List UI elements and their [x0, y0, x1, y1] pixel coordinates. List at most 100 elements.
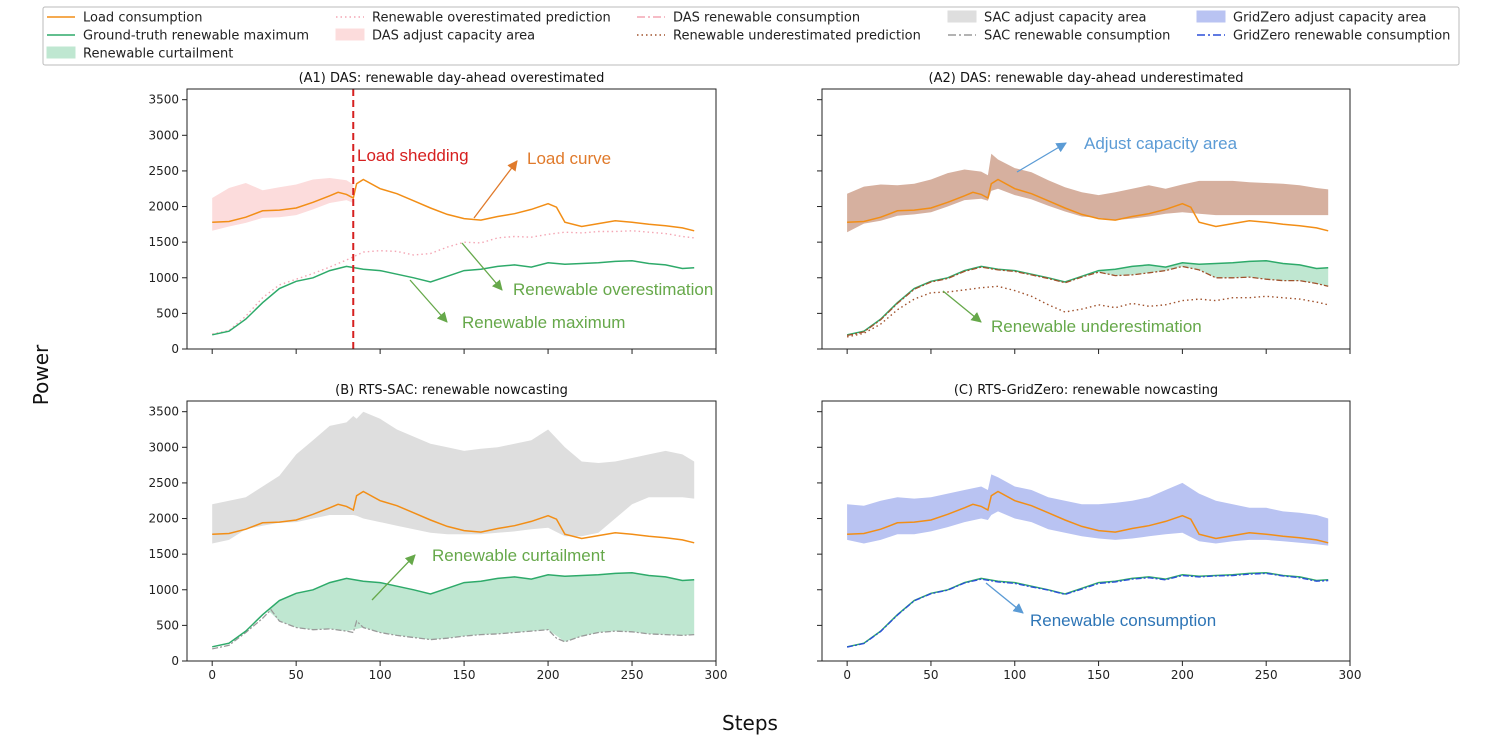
das-adjust-capacity-area: [847, 153, 1329, 233]
renewable-max-line: [212, 259, 695, 336]
y-tick-label: 0: [171, 654, 179, 668]
renewable-underestimated-line: [846, 285, 1329, 338]
y-tick-label: 2000: [148, 200, 179, 214]
legend-entry: Ground-truth renewable maximum: [47, 29, 309, 44]
panel-title: (B) RTS-SAC: renewable nowcasting: [335, 383, 568, 398]
legend-entry: GridZero renewable consumption: [1197, 29, 1450, 44]
legend-label: Load consumption: [83, 11, 203, 26]
y-tick-label: 1000: [148, 271, 179, 285]
legend-entry: DAS adjust capacity area: [335, 28, 535, 44]
legend-label: DAS renewable consumption: [673, 11, 860, 26]
legend-label: Renewable underestimated prediction: [673, 29, 921, 44]
axes-frame: [821, 400, 1351, 662]
annotation-label: Renewable underestimation: [991, 317, 1202, 336]
x-tick-label: 250: [1255, 668, 1278, 682]
legend-label: GridZero renewable consumption: [1233, 29, 1450, 44]
legend-swatch: [335, 28, 365, 41]
legend-label: Renewable curtailment: [83, 47, 233, 62]
legend-entry: SAC renewable consumption: [948, 29, 1170, 44]
y-tick-label: 1500: [148, 235, 179, 249]
panel-a1: 0 500 1000 1500 2000 2500 3000 3500 (A1) DAS: re…: [148, 71, 717, 356]
annotation-arrow: [985, 582, 1024, 614]
sac-renewable-consumption-line: [212, 608, 695, 650]
x-tick-label: 150: [1087, 668, 1110, 682]
load-line: [212, 490, 695, 544]
das-adjust-capacity-area: [212, 178, 354, 231]
y-tick-label: 1500: [148, 547, 179, 561]
gridzero-renewable-consumption-line: [846, 572, 1329, 648]
annotation-label: Renewable maximum: [462, 313, 625, 332]
x-tick-label: 50: [923, 668, 938, 682]
x-tick-label: 50: [289, 668, 304, 682]
load-line: [847, 178, 1329, 232]
y-tick-label: 1000: [148, 583, 179, 597]
das-renewable-consumption-line: [846, 265, 1329, 337]
legend: Load consumption Ground-truth renewable m…: [42, 6, 1460, 66]
load-line: [212, 178, 695, 232]
panel-title: (A1) DAS: renewable day-ahead overestima…: [299, 71, 605, 86]
y-tick-label: 0: [171, 342, 179, 356]
annotation-arrow: [473, 160, 518, 219]
annotation-arrow: [371, 554, 416, 601]
y-tick-label: 2000: [148, 512, 179, 526]
annotation-label: Renewable overestimation: [513, 280, 713, 299]
figure-ylabel: Power: [29, 344, 53, 405]
axes-frame: [821, 88, 1351, 350]
load-line: [847, 490, 1329, 544]
annotation-label: Load shedding: [357, 146, 469, 165]
legend-label: Renewable overestimated prediction: [372, 11, 611, 26]
renewable-curtailment-area: [1090, 260, 1329, 287]
x-tick-label: 200: [1171, 668, 1194, 682]
legend-swatch: [947, 10, 977, 23]
legend-label: DAS adjust capacity area: [372, 29, 535, 44]
x-tick-label: 300: [705, 668, 728, 682]
annotation-arrow: [461, 242, 503, 291]
legend-entry: Renewable curtailment: [46, 46, 233, 62]
x-tick-label: 200: [537, 668, 560, 682]
legend-label: SAC renewable consumption: [984, 29, 1170, 44]
panel-b: 0 500 1000 1500 2000 2500 3000 3500 0 50 100 150 200…: [148, 383, 727, 682]
panel-title: (C) RTS-GridZero: renewable nowcasting: [954, 383, 1218, 398]
axes-frame: [186, 400, 717, 662]
annotation-label: Renewable consumption: [1030, 611, 1216, 630]
legend-label: GridZero adjust capacity area: [1233, 11, 1426, 26]
annotation-label: Renewable curtailment: [432, 546, 605, 565]
y-tick-label: 3000: [148, 440, 179, 454]
renewable-max-line: [846, 571, 1329, 648]
y-tick-label: 3500: [148, 405, 179, 419]
axes-frame: [186, 88, 717, 350]
x-tick-label: 150: [453, 668, 476, 682]
y-tick-label: 2500: [148, 164, 179, 178]
annotation-label: Load curve: [527, 149, 611, 168]
x-tick-label: 250: [621, 668, 644, 682]
legend-frame: [42, 6, 1460, 66]
y-tick-label: 3000: [148, 128, 179, 142]
gridzero-adjust-capacity-area: [847, 474, 1329, 546]
annotation-arrow: [409, 279, 448, 323]
renewable-curtailment-area: [269, 572, 695, 642]
legend-entry: GridZero adjust capacity area: [1196, 10, 1426, 26]
annotation-arrow: [942, 290, 982, 323]
legend-swatch: [1196, 10, 1226, 23]
renewable-max-line: [212, 571, 695, 648]
annotation-arrow: [1016, 142, 1067, 173]
legend-entry: DAS renewable consumption: [637, 11, 860, 26]
legend-entry: Load consumption: [47, 11, 203, 26]
x-tick-label: 0: [843, 668, 851, 682]
annotation-label: Adjust capacity area: [1084, 134, 1238, 153]
panel-title: (A2) DAS: renewable day-ahead underestim…: [929, 71, 1244, 86]
x-tick-label: 100: [369, 668, 392, 682]
y-tick-label: 500: [156, 618, 179, 632]
x-tick-label: 100: [1003, 668, 1026, 682]
panel-a2: (A2) DAS: renewable day-ahead underestim…: [817, 71, 1351, 354]
legend-swatch: [46, 46, 76, 59]
x-tick-label: 0: [208, 668, 216, 682]
renewable-overestimated-line: [212, 230, 695, 335]
y-tick-label: 500: [156, 306, 179, 320]
legend-label: SAC adjust capacity area: [984, 11, 1146, 26]
legend-entry: SAC adjust capacity area: [947, 10, 1146, 26]
y-tick-label: 2500: [148, 476, 179, 490]
legend-label: Ground-truth renewable maximum: [83, 29, 309, 44]
